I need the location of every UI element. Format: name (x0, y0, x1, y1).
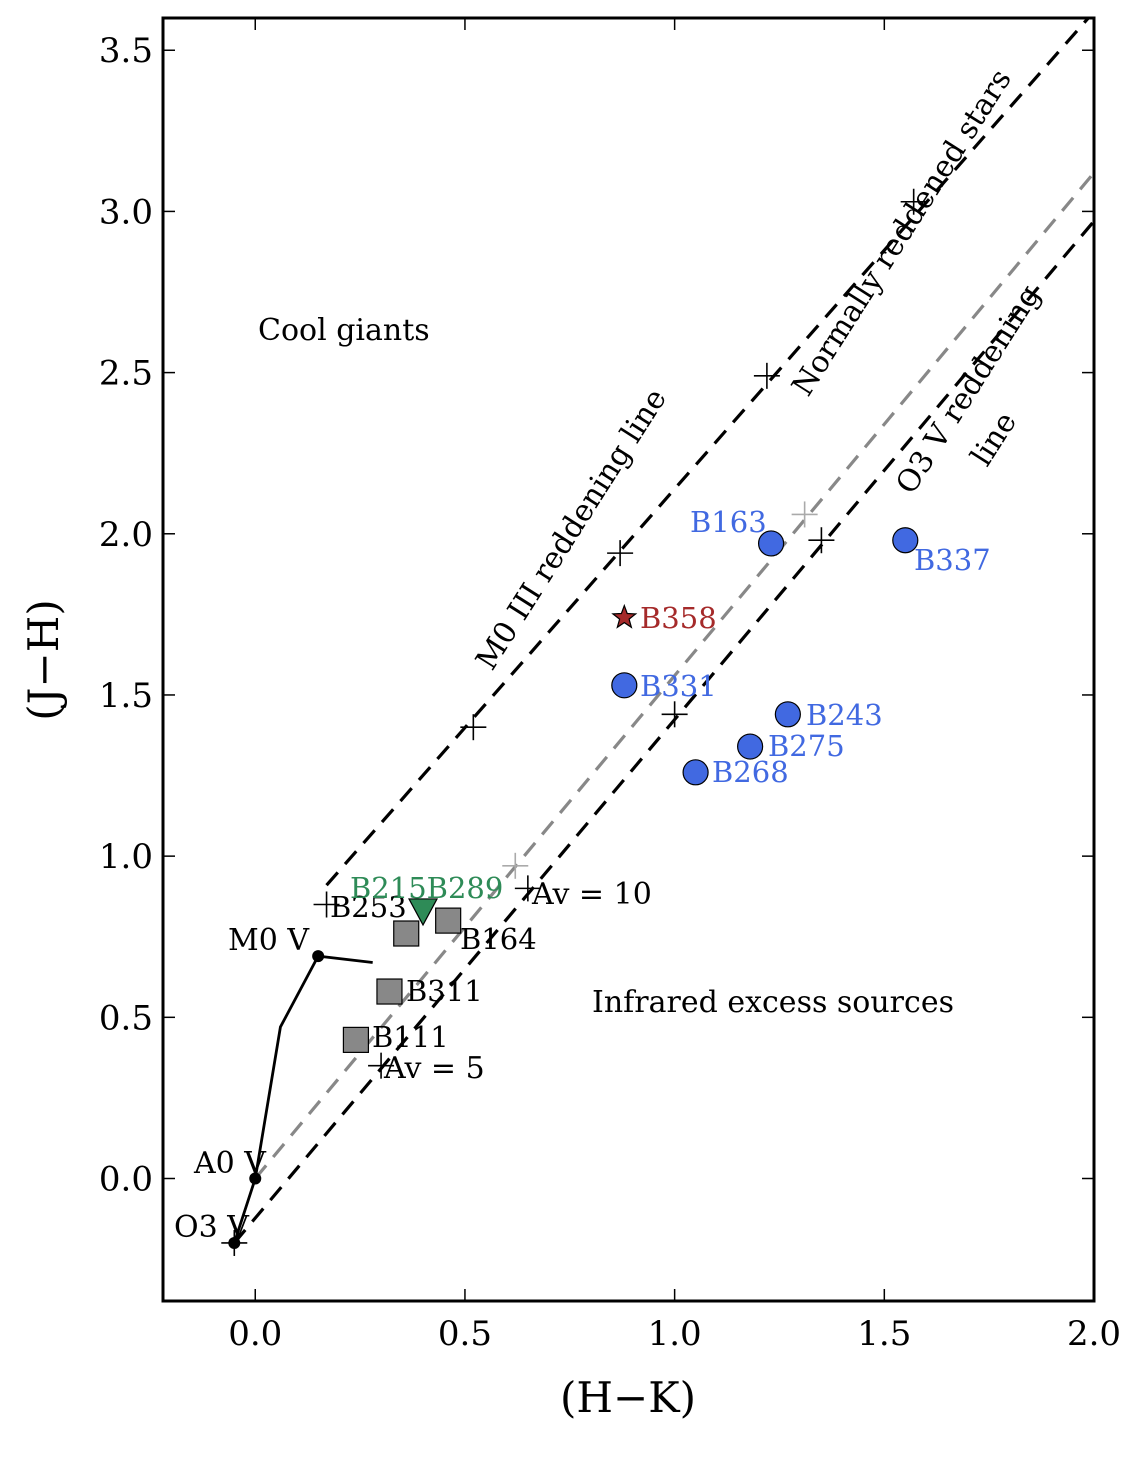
point-b253 (393, 920, 420, 947)
label-b311: B311 (406, 974, 483, 1008)
reddening-marker-gray-1 (791, 501, 818, 528)
x-tick-label: 0.0 (228, 1314, 282, 1354)
ticks-layer: 0.0 0.5 1.0 1.5 2.0 0.0 0.5 1.0 1.5 2.0 2.5 3.0 3.5 (99, 18, 1121, 1354)
axes-layer (161, 16, 1096, 1303)
y-tick-label: 0.5 (99, 998, 153, 1038)
reddening-marker-black-1 (460, 714, 487, 741)
annotation-av10: Av = 10 (531, 877, 652, 912)
point-b311 (376, 978, 403, 1005)
plot-frame (161, 16, 1096, 1303)
point-b243 (774, 701, 801, 728)
reddening-marker-gray-0 (502, 852, 529, 879)
x-tick-label: 0.5 (438, 1314, 492, 1354)
annotation-cool-giants: Cool giants (258, 313, 430, 348)
label-b253: B253 (330, 890, 407, 924)
annotation-o3v-line-word: line (964, 406, 1024, 472)
point-b337 (892, 527, 919, 554)
reddening-marker-black-8 (661, 701, 688, 728)
x-axis-label: (H−K) (560, 1373, 696, 1422)
point-b215b289 (408, 898, 439, 927)
spectral-point-0 (228, 1236, 241, 1249)
point-b331 (611, 672, 638, 699)
y-tick-label: 3.0 (99, 192, 153, 232)
x-tick-label: 1.5 (857, 1314, 911, 1354)
reddening-marker-black-2 (607, 540, 634, 567)
label-o3v: O3 V (174, 1210, 250, 1245)
lines-layer (232, 18, 1094, 1245)
spectral-point-1 (249, 1172, 262, 1185)
point-b111 (342, 1026, 370, 1053)
label-b268: B268 (712, 755, 789, 789)
point-b268 (682, 759, 709, 786)
main-sequence-track (232, 954, 373, 1244)
annotation-o3v-reddening: O3 V reddening (889, 279, 1048, 500)
label-b337: B337 (914, 543, 991, 577)
label-b275: B275 (768, 729, 845, 763)
markers-layer (221, 188, 927, 1256)
y-tick-label: 1.0 (99, 837, 153, 877)
point-b164 (435, 907, 462, 934)
label-b215b289: B215B289 (350, 871, 503, 905)
reddening-line-1 (254, 171, 1094, 1180)
reddening-marker-black-3 (753, 362, 780, 389)
x-tick-label: 1.0 (648, 1314, 702, 1354)
y-axis-label: (J−H) (19, 599, 68, 720)
reddening-marker-black-7 (514, 875, 541, 902)
reddening-marker-black-4 (900, 188, 927, 215)
label-b163: B163 (690, 505, 767, 539)
label-m0v: M0 V (228, 923, 310, 958)
y-tick-label: 0.0 (99, 1160, 153, 1200)
reddening-marker-black-0 (313, 891, 340, 918)
label-b358: B358 (640, 601, 717, 635)
label-b243: B243 (806, 698, 883, 732)
y-tick-label: 2.5 (99, 354, 153, 394)
y-tick-label: 2.0 (99, 515, 153, 555)
annotation-av5: Av = 5 (383, 1051, 485, 1086)
reddening-marker-black-9 (808, 527, 835, 554)
y-tick-label: 1.5 (99, 676, 153, 716)
label-b331: B331 (640, 669, 717, 703)
reddening-marker-black-6 (368, 1052, 395, 1079)
points-layer (342, 527, 919, 1053)
point-b275 (737, 733, 764, 760)
spectral-point-2 (312, 950, 325, 963)
annotation-infrared-excess: Infrared excess sources (592, 985, 954, 1020)
point-b163 (757, 530, 785, 557)
label-b164: B164 (460, 922, 537, 956)
label-a0v: A0 V (193, 1146, 267, 1181)
label-b111: B111 (372, 1020, 449, 1054)
point-b358 (611, 603, 638, 629)
y-tick-label: 3.5 (99, 31, 153, 71)
x-tick-label: 2.0 (1067, 1314, 1121, 1354)
